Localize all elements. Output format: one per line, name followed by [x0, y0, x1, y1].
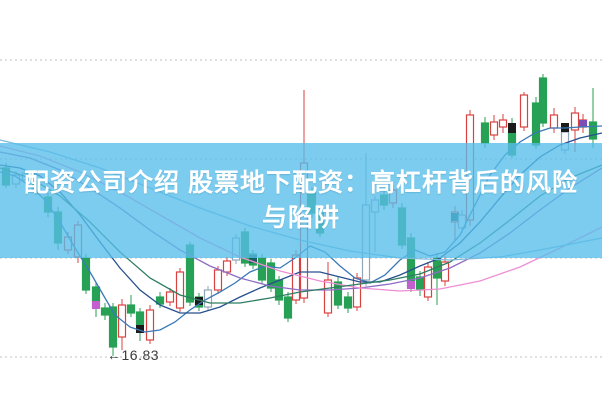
- candle-body: [126, 304, 136, 314]
- candle-marker: [195, 297, 203, 305]
- headline-banner: 配资公司介绍 股票地下配资：高杠杆背后的风险 与陷阱: [0, 143, 602, 258]
- candle-body: [135, 311, 145, 326]
- candle-body: [145, 309, 155, 341]
- candle-body: [81, 257, 91, 291]
- candle-body: [323, 279, 333, 314]
- candle-marker: [249, 255, 257, 263]
- candle-body: [155, 296, 165, 305]
- candle-body: [108, 306, 118, 348]
- candle-body: [489, 121, 499, 136]
- candle-body: [498, 119, 508, 128]
- candle-body: [257, 257, 267, 281]
- candle-body: [519, 94, 529, 128]
- candle-marker: [92, 301, 100, 309]
- candle-marker: [508, 123, 516, 133]
- candle-body: [570, 112, 580, 131]
- candle-body: [480, 122, 490, 144]
- candle-body: [266, 262, 276, 289]
- low-price-annotation: ←16.83: [107, 347, 160, 363]
- candle-body: [175, 271, 185, 309]
- headline-line-1: 配资公司介绍 股票地下配资：高杠杆背后的风险: [24, 168, 578, 197]
- candle-marker: [579, 120, 587, 127]
- headline-line-2: 与陷阱: [261, 203, 340, 232]
- candle-body: [531, 102, 541, 146]
- candle-body: [549, 114, 559, 129]
- candle-body: [100, 307, 110, 316]
- candle-body: [343, 296, 353, 309]
- candle-body: [333, 281, 343, 306]
- candle-body: [588, 121, 598, 140]
- candle-body: [222, 260, 232, 273]
- candle-marker: [136, 325, 144, 333]
- candle-marker: [407, 281, 415, 289]
- candle-body: [165, 291, 175, 303]
- candle-body: [538, 77, 548, 124]
- candle-body: [423, 266, 433, 298]
- candle-body: [213, 269, 223, 291]
- candle-body: [283, 296, 293, 319]
